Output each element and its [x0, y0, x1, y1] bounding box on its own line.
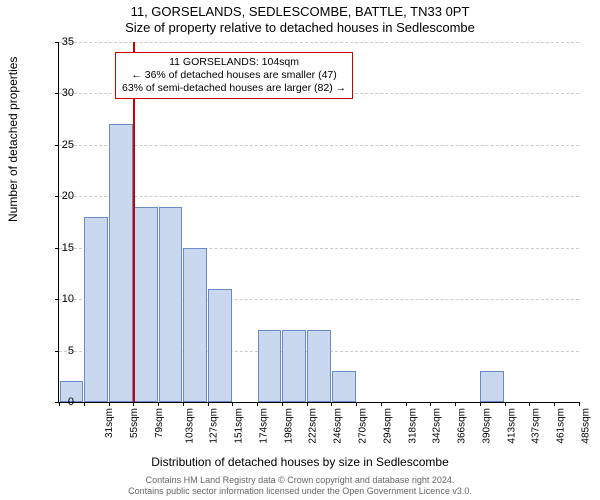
xtick-label: 390sqm — [481, 408, 492, 444]
xtick-mark — [257, 402, 258, 406]
histogram-bar — [332, 371, 356, 402]
histogram-bar — [480, 371, 504, 402]
histogram-bar — [134, 207, 158, 402]
chart-title-line2: Size of property relative to detached ho… — [0, 20, 600, 35]
annotation-line2: ← 36% of detached houses are smaller (47… — [122, 69, 346, 82]
histogram-bar — [159, 207, 183, 402]
xtick-label: 127sqm — [209, 408, 220, 444]
histogram-bar — [183, 248, 207, 402]
xtick-mark — [208, 402, 209, 406]
xtick-label: 198sqm — [283, 408, 294, 444]
ytick-label: 30 — [44, 87, 74, 99]
xtick-label: 294sqm — [382, 408, 393, 444]
xtick-mark — [158, 402, 159, 406]
histogram-bar — [258, 330, 282, 402]
y-axis-label: Number of detached properties — [6, 57, 20, 222]
xtick-label: 222sqm — [308, 408, 319, 444]
annotation-line3: 63% of semi-detached houses are larger (… — [122, 82, 346, 95]
xtick-label: 437sqm — [531, 408, 542, 444]
xtick-mark — [505, 402, 506, 406]
ytick-label: 15 — [44, 242, 74, 254]
xtick-label: 79sqm — [154, 408, 165, 438]
histogram-bar — [282, 330, 306, 402]
gridline — [59, 145, 579, 146]
xtick-mark — [331, 402, 332, 406]
xtick-mark — [430, 402, 431, 406]
xtick-mark — [529, 402, 530, 406]
xtick-label: 461sqm — [556, 408, 567, 444]
xtick-label: 174sqm — [259, 408, 270, 444]
annotation-box: 11 GORSELANDS: 104sqm← 36% of detached h… — [115, 52, 353, 99]
xtick-mark — [554, 402, 555, 406]
xtick-label: 246sqm — [333, 408, 344, 444]
xtick-mark — [84, 402, 85, 406]
xtick-mark — [183, 402, 184, 406]
xtick-label: 151sqm — [234, 408, 245, 444]
ytick-label: 10 — [44, 293, 74, 305]
xtick-label: 55sqm — [129, 408, 140, 438]
ytick-label: 25 — [44, 139, 74, 151]
xtick-mark — [282, 402, 283, 406]
xtick-label: 413sqm — [506, 408, 517, 444]
chart-footer: Contains HM Land Registry data © Crown c… — [0, 475, 600, 497]
ytick-label: 35 — [44, 36, 74, 48]
xtick-mark — [232, 402, 233, 406]
xtick-label: 31sqm — [104, 408, 115, 438]
histogram-bar — [109, 124, 133, 402]
chart-title-line1: 11, GORSELANDS, SEDLESCOMBE, BATTLE, TN3… — [0, 4, 600, 19]
histogram-bar — [84, 217, 108, 402]
footer-line1: Contains HM Land Registry data © Crown c… — [0, 475, 600, 486]
ytick-label: 0 — [44, 396, 74, 408]
annotation-line1: 11 GORSELANDS: 104sqm — [122, 56, 346, 69]
ytick-label: 5 — [44, 345, 74, 357]
histogram-bar — [208, 289, 232, 402]
xtick-label: 342sqm — [432, 408, 443, 444]
xtick-mark — [480, 402, 481, 406]
footer-line2: Contains public sector information licen… — [0, 486, 600, 497]
xtick-mark — [381, 402, 382, 406]
xtick-label: 103sqm — [184, 408, 195, 444]
xtick-mark — [356, 402, 357, 406]
histogram-bar — [307, 330, 331, 402]
x-axis-label: Distribution of detached houses by size … — [0, 455, 600, 469]
xtick-label: 485sqm — [580, 408, 591, 444]
xtick-mark — [406, 402, 407, 406]
xtick-mark — [579, 402, 580, 406]
chart-container: 11, GORSELANDS, SEDLESCOMBE, BATTLE, TN3… — [0, 0, 600, 500]
gridline — [59, 196, 579, 197]
xtick-mark — [307, 402, 308, 406]
xtick-label: 366sqm — [457, 408, 468, 444]
xtick-label: 270sqm — [358, 408, 369, 444]
gridline — [59, 42, 579, 43]
xtick-mark — [455, 402, 456, 406]
ytick-label: 20 — [44, 190, 74, 202]
xtick-mark — [109, 402, 110, 406]
xtick-mark — [133, 402, 134, 406]
xtick-label: 318sqm — [407, 408, 418, 444]
